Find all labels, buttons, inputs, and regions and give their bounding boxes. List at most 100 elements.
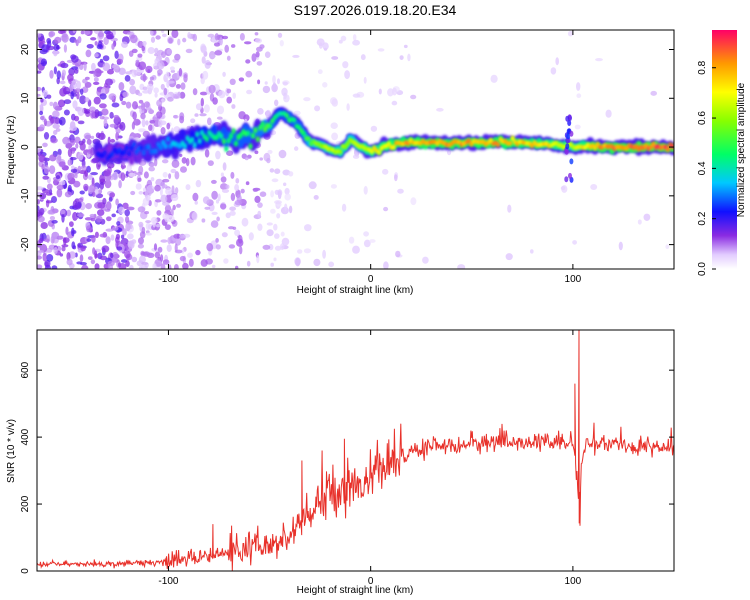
noise-blob	[60, 209, 66, 215]
ridge-blob	[110, 151, 115, 158]
noise-blob	[149, 30, 154, 35]
noise-blob	[72, 230, 77, 234]
noise-blob	[138, 128, 146, 133]
noise-blob	[66, 251, 71, 261]
noise-blob	[131, 256, 138, 263]
noise-blob	[194, 113, 199, 117]
noise-blob	[86, 165, 91, 173]
noise-blob	[204, 206, 211, 210]
noise-blob	[49, 154, 57, 162]
noise-blob	[71, 165, 75, 170]
noise-blob	[69, 157, 77, 161]
noise-blob	[138, 221, 144, 228]
noise-blob	[576, 82, 581, 91]
noise-blob	[104, 208, 111, 212]
noise-blob	[105, 201, 112, 211]
snr-frame	[36, 329, 675, 572]
noise-blob	[377, 48, 385, 52]
noise-blob	[143, 171, 149, 179]
noise-blob	[119, 93, 124, 102]
noise-blob	[93, 81, 100, 85]
noise-blob	[288, 205, 293, 214]
noise-blob	[308, 181, 317, 190]
ridge-blob	[141, 149, 146, 156]
noise-blob	[160, 83, 165, 90]
noise-blob	[38, 238, 44, 244]
noise-blob	[121, 100, 127, 106]
noise-blob	[229, 78, 236, 86]
noise-blob	[316, 38, 325, 46]
noise-blob	[161, 98, 165, 103]
noise-blob	[234, 199, 242, 206]
noise-blob	[101, 108, 109, 116]
noise-blob	[255, 38, 262, 44]
ridge-blob	[391, 144, 396, 150]
noise-blob	[140, 112, 146, 120]
spectrogram-y-label: Frequency (Hz)	[6, 116, 17, 185]
noise-blob	[179, 115, 185, 124]
noise-blob	[283, 182, 287, 187]
noise-blob	[245, 70, 253, 78]
noise-blob	[234, 184, 240, 192]
spectrogram-x-tick-label: 100	[565, 274, 582, 285]
noise-blob	[50, 137, 58, 144]
noise-blob	[226, 88, 232, 94]
ridge-blob	[132, 141, 137, 148]
noise-blob	[363, 231, 369, 237]
noise-blob	[77, 198, 84, 203]
noise-blob	[90, 259, 96, 265]
snr-x-axis: -100 0 100	[158, 330, 582, 587]
noise-blob	[45, 200, 53, 204]
noise-blob	[181, 157, 187, 164]
noise-blob	[382, 168, 389, 175]
colorbar-label: Normalized spectral amplitude	[736, 82, 747, 217]
noise-blob	[98, 189, 103, 194]
noise-blob	[82, 78, 88, 84]
noise-blob	[99, 255, 108, 261]
noise-blob	[220, 183, 228, 190]
noise-blob	[190, 156, 196, 166]
noise-blob	[132, 101, 138, 110]
noise-blob	[83, 30, 91, 36]
noise-blob	[38, 154, 46, 163]
noise-blob	[61, 246, 66, 252]
noise-blob	[97, 32, 104, 38]
noise-blob	[232, 226, 237, 230]
noise-blob	[239, 33, 245, 41]
noise-blob	[192, 33, 197, 42]
noise-blob	[39, 110, 44, 116]
noise-blob	[447, 149, 452, 156]
noise-blob	[154, 251, 161, 259]
noise-blob	[125, 101, 132, 109]
noise-blob	[52, 110, 60, 118]
noise-blob	[111, 213, 116, 218]
noise-blob	[211, 179, 217, 184]
noise-blob	[175, 84, 181, 89]
noise-blob	[102, 55, 110, 62]
noise-blob	[46, 183, 53, 190]
noise-blob	[37, 146, 42, 153]
noise-blob	[231, 44, 236, 48]
noise-blob	[40, 58, 48, 67]
ridge-blob	[190, 136, 195, 143]
noise-blob	[162, 259, 170, 265]
noise-blob	[245, 59, 251, 64]
noise-blob	[225, 184, 230, 190]
noise-blob	[255, 51, 260, 58]
noise-blob	[246, 89, 253, 95]
noise-blob	[91, 62, 96, 72]
noise-blob	[97, 163, 101, 168]
noise-blob	[173, 115, 178, 119]
noise-blob	[211, 264, 216, 269]
noise-blob	[215, 199, 220, 204]
ridge-blob	[345, 141, 350, 147]
noise-blob	[88, 185, 93, 195]
snr-series-line	[37, 330, 674, 571]
noise-blob	[99, 103, 107, 109]
noise-blob	[57, 148, 62, 156]
noise-blob	[254, 32, 259, 36]
noise-blob	[138, 191, 144, 195]
noise-blob	[162, 33, 167, 38]
noise-blob	[94, 263, 100, 269]
noise-blob	[118, 206, 125, 215]
